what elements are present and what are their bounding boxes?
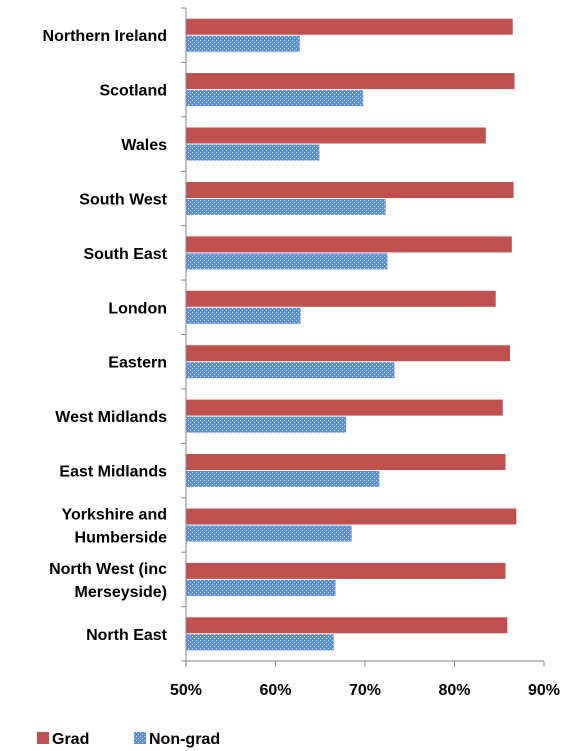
- bar-grad-11: [186, 617, 508, 634]
- legend-swatch-non-grad: [134, 732, 146, 744]
- legend-swatch-grad: [37, 732, 49, 744]
- category-label: Wales: [121, 137, 167, 154]
- x-tick-label: 90%: [528, 682, 560, 699]
- x-tick-label: 70%: [349, 682, 381, 699]
- category-label: Humberside: [75, 530, 168, 547]
- bar-grad-3: [186, 182, 514, 198]
- x-tick-label: 60%: [259, 682, 291, 699]
- category-label: South East: [83, 246, 167, 263]
- bar-non-grad-5: [186, 307, 301, 324]
- bars: [186, 18, 517, 651]
- category-label: Eastern: [108, 355, 167, 372]
- bar-grad-9: [186, 508, 517, 525]
- bar-non-grad-2: [186, 144, 320, 161]
- bar-non-grad-7: [186, 416, 347, 433]
- legend-label-grad: Grad: [52, 731, 89, 748]
- category-label: North East: [86, 627, 168, 644]
- bar-non-grad-0: [186, 35, 300, 52]
- category-labels: Northern Ireland Scotland Wales South West S…: [43, 28, 168, 644]
- category-label: South West: [79, 192, 167, 209]
- x-axis-ticks: 50% 60% 70% 80% 90%: [170, 661, 560, 699]
- category-label: London: [108, 300, 167, 317]
- bar-grad-4: [186, 236, 512, 253]
- bar-non-grad-9: [186, 525, 352, 542]
- bar-non-grad-6: [186, 362, 395, 379]
- bar-grad-0: [186, 18, 513, 35]
- category-label: Northern Ireland: [43, 28, 167, 45]
- category-label: West Midlands: [55, 409, 167, 426]
- bar-non-grad-3: [186, 199, 386, 215]
- bar-non-grad-10: [186, 579, 336, 596]
- legend: Grad Non-grad: [37, 731, 220, 748]
- category-label: Scotland: [99, 83, 167, 100]
- bar-non-grad-4: [186, 253, 388, 270]
- x-tick-label: 50%: [170, 682, 202, 699]
- category-label: Yorkshire and: [61, 507, 167, 524]
- bar-grad-7: [186, 399, 503, 416]
- category-label: North West (inc: [49, 561, 167, 578]
- x-tick-label: 80%: [438, 682, 470, 699]
- bar-grad-1: [186, 73, 515, 90]
- bar-non-grad-1: [186, 90, 364, 107]
- bar-grad-6: [186, 345, 510, 362]
- bar-grad-2: [186, 127, 486, 144]
- bar-grad-5: [186, 290, 496, 307]
- bar-grad-8: [186, 454, 506, 470]
- category-label: Merseyside): [75, 584, 168, 601]
- category-label: East Midlands: [59, 464, 167, 481]
- bar-grad-10: [186, 562, 506, 579]
- bar-non-grad-11: [186, 634, 334, 651]
- bar-non-grad-8: [186, 471, 380, 487]
- legend-label-non-grad: Non-grad: [149, 731, 220, 748]
